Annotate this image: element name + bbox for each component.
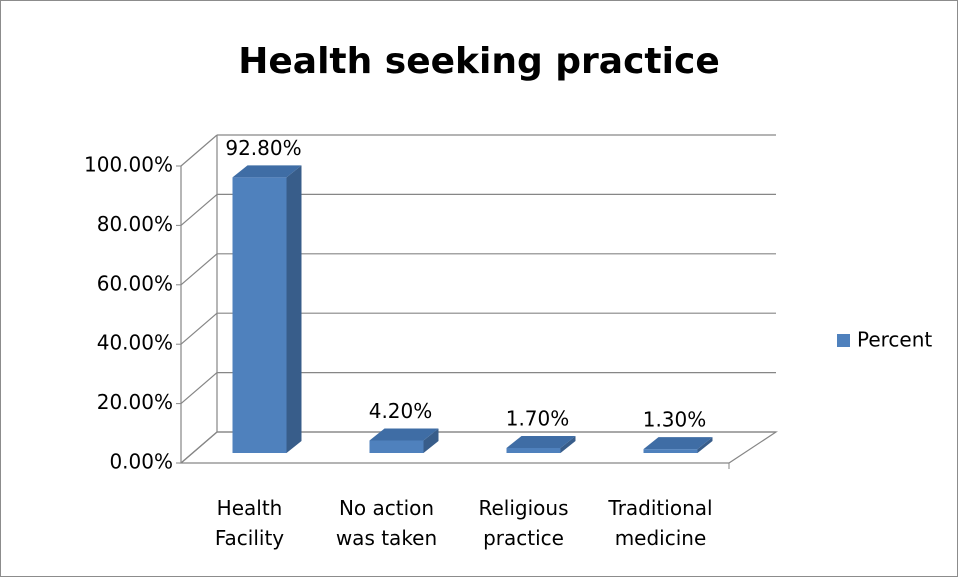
bar-side	[286, 165, 302, 453]
y-tick-label: 100.00%	[84, 153, 173, 177]
bar	[506, 435, 576, 453]
x-tick-label: Religious practice	[478, 496, 569, 550]
bar	[369, 428, 439, 453]
data-label: 4.20%	[369, 399, 433, 423]
bar-front	[369, 440, 424, 453]
x-tick-label: Traditional medicine	[608, 496, 713, 550]
bar-top	[643, 437, 713, 450]
bar-top	[506, 435, 576, 448]
x-tick-label: Health Facility	[214, 496, 285, 550]
bar-top	[369, 428, 439, 441]
grid-line	[180, 372, 218, 405]
data-label: 92.80%	[225, 136, 301, 160]
grid-line	[180, 134, 218, 167]
y-tick-label: 0.00%	[109, 450, 173, 474]
bar-side	[697, 437, 713, 453]
grid-line	[180, 312, 218, 345]
y-tick-label: 20.00%	[97, 390, 173, 414]
y-tick-label: 60.00%	[97, 271, 173, 295]
bar-front	[506, 447, 561, 453]
bar-side	[423, 428, 439, 453]
floor	[179, 431, 778, 464]
data-label: 1.30%	[643, 408, 707, 432]
bar-side	[560, 435, 576, 453]
bar-front	[643, 449, 698, 453]
data-label: 1.70%	[506, 406, 570, 430]
bar-top	[232, 165, 302, 178]
y-tick-label: 80.00%	[97, 212, 173, 236]
grid-line	[180, 253, 218, 286]
x-tick-label: No action was taken	[335, 496, 438, 550]
y-tick-label: 40.00%	[97, 331, 173, 355]
bar	[232, 165, 302, 453]
bar-front	[232, 177, 287, 453]
bar	[643, 437, 713, 453]
chart-title: Health seeking practice	[238, 41, 719, 82]
legend-swatch	[837, 334, 850, 347]
grid-line	[180, 193, 218, 226]
legend-label: Percent	[857, 328, 932, 352]
